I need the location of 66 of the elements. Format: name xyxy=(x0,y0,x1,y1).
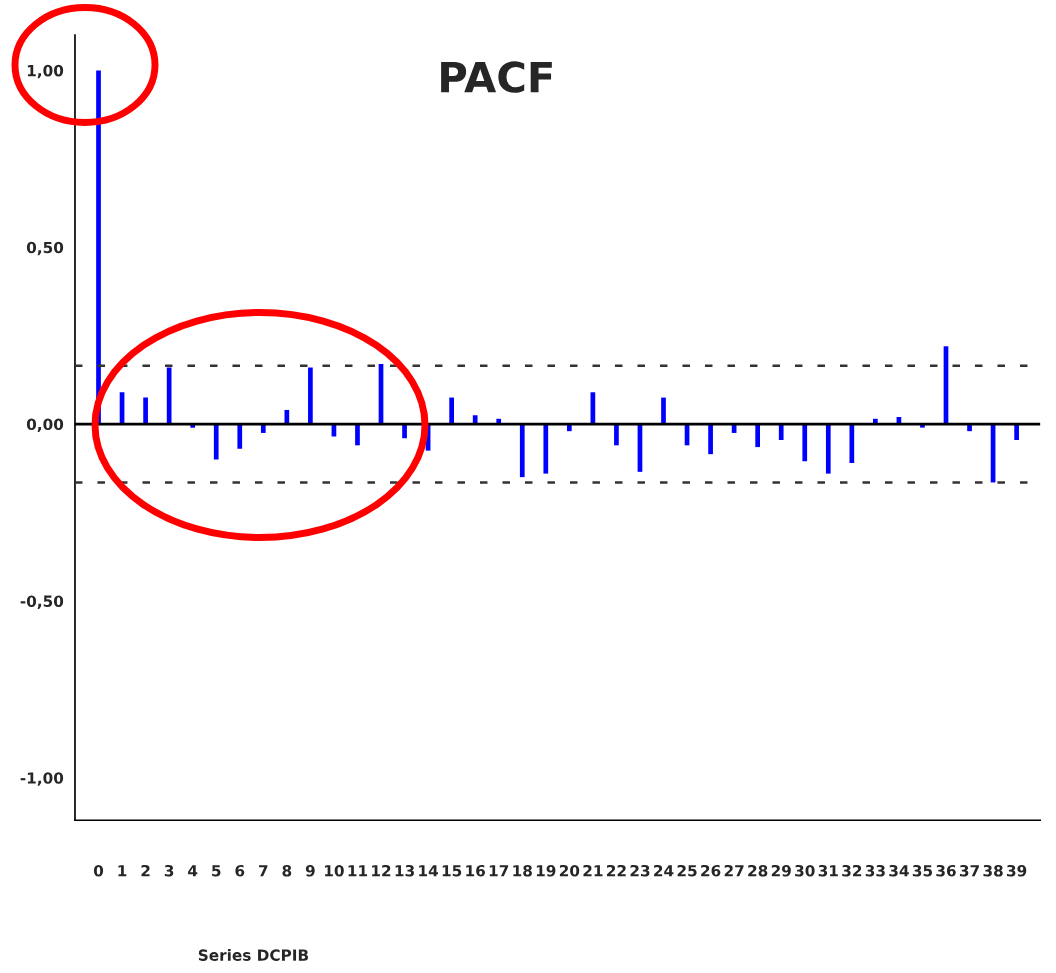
x-tick-label: 8 xyxy=(282,864,292,877)
x-tick-label: 11 xyxy=(348,865,368,877)
bar xyxy=(308,367,313,425)
x-tick-label: 39 xyxy=(1007,864,1027,877)
x-tick-label: 36 xyxy=(936,864,956,877)
bar xyxy=(402,424,407,439)
x-tick-label: 19 xyxy=(536,864,556,877)
x-tick-label: 7 xyxy=(259,865,268,877)
x-tick-label: 24 xyxy=(654,864,674,877)
x-tick-label: 20 xyxy=(559,864,580,877)
bar xyxy=(778,424,784,441)
x-tick-label: 10 xyxy=(325,864,344,877)
x-tick-label: 9 xyxy=(305,864,315,877)
x-tick-label: 35 xyxy=(912,864,933,877)
x-tick-label: 0 xyxy=(93,864,104,877)
bar xyxy=(849,424,855,463)
x-tick-label: 5 xyxy=(212,865,221,877)
text: PACF xyxy=(441,61,552,93)
x-tick-label: 22 xyxy=(607,864,626,877)
x-tick-label: 18 xyxy=(513,864,532,877)
x-tick-label: 1 xyxy=(118,865,127,877)
x-tick-label: 38 xyxy=(983,864,1003,877)
x-tick-label: 25 xyxy=(677,864,697,877)
x-tick-label: 12 xyxy=(372,864,391,877)
x-tick-label: 29 xyxy=(771,864,791,877)
x-axis-title: Series DCPIB xyxy=(198,949,309,961)
bar xyxy=(1014,424,1019,441)
x-tick-label: 30 xyxy=(795,864,815,877)
bar xyxy=(755,424,761,448)
x-tick-label: 15 xyxy=(442,865,462,877)
x-tick-label: 37 xyxy=(959,864,979,877)
bar xyxy=(355,424,360,446)
bar xyxy=(708,424,713,455)
x-tick-label: 23 xyxy=(630,864,650,877)
x-tick-label: 13 xyxy=(395,864,414,877)
x-tick-label: 3 xyxy=(164,864,174,877)
bar xyxy=(449,397,454,425)
x-tick-label: 4 xyxy=(188,865,198,877)
x-tick-label: 32 xyxy=(842,864,862,877)
y-tick-label: -1,00 xyxy=(20,772,64,786)
y-tick-label: -0,50 xyxy=(20,595,64,609)
x-tick-label: 31 xyxy=(818,864,838,877)
x-tick-label: 34 xyxy=(889,864,909,877)
bar xyxy=(825,424,831,474)
x-tick-label: 6 xyxy=(235,864,245,877)
bar xyxy=(237,424,243,449)
x-tick-label: 26 xyxy=(701,864,721,877)
x-tick-label: 28 xyxy=(748,864,768,877)
x-tick-label: 14 xyxy=(419,865,439,877)
x-tick-label: 17 xyxy=(489,865,509,877)
bar xyxy=(661,397,666,425)
bar xyxy=(519,424,525,478)
x-tick-label: 27 xyxy=(724,864,744,877)
x-tick-label: 16 xyxy=(466,864,485,877)
y-tick-label: 1,00 xyxy=(27,64,64,79)
bar xyxy=(284,409,290,425)
y-tick-label: 0,50 xyxy=(26,241,64,256)
bar xyxy=(614,424,619,446)
x-tick-label: 21 xyxy=(583,864,603,877)
x-tick-label: 2 xyxy=(141,864,150,877)
y-tick-label: 0,00 xyxy=(26,418,64,433)
bar xyxy=(213,424,219,460)
bar xyxy=(543,424,549,474)
x-tick-label: 33 xyxy=(865,864,885,877)
bar xyxy=(143,397,148,425)
bar xyxy=(802,424,808,462)
